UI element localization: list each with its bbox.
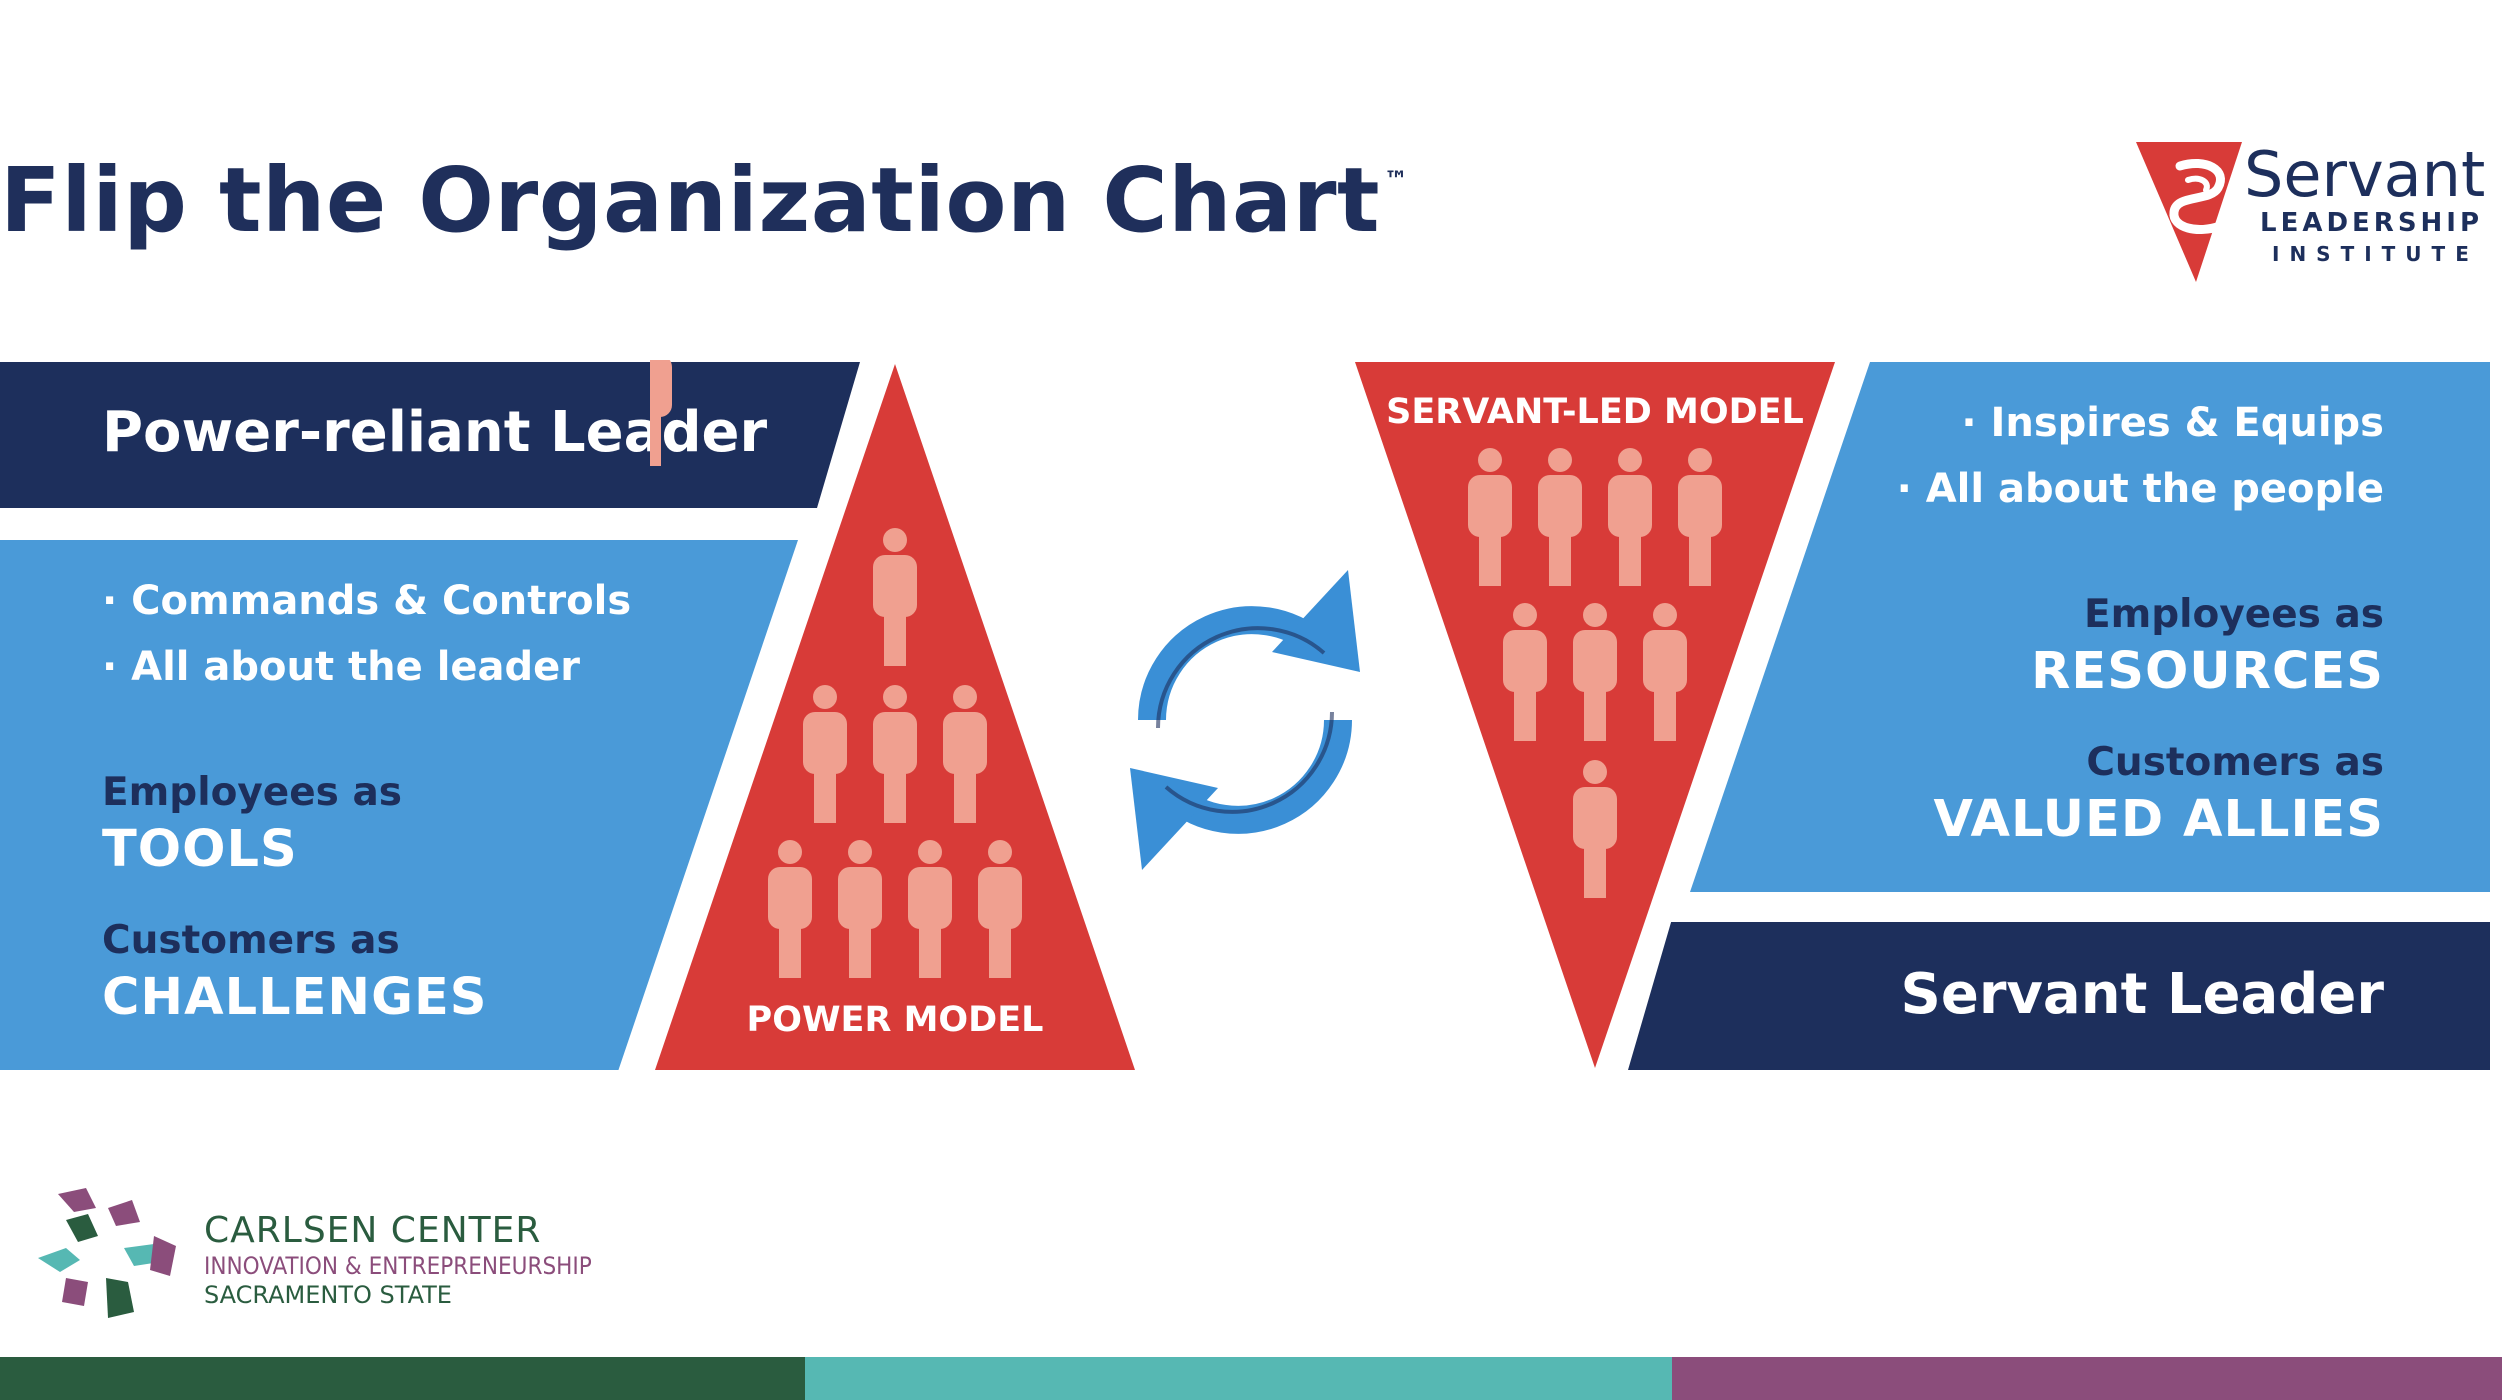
logo-name: Servant xyxy=(2244,138,2486,211)
left-employees-value: TOOLS xyxy=(102,820,298,879)
servant-leadership-logo: Servant LEADERSHIP INSTITUTE xyxy=(2130,130,2500,282)
left-employees-label: Employees as xyxy=(102,770,403,815)
power-model-people xyxy=(650,360,672,466)
footer-bar-teal xyxy=(805,1357,1672,1400)
right-customers-label: Customers as xyxy=(2086,740,2384,785)
servant-leader-header: Servant Leader xyxy=(1900,962,2385,1027)
logo-line2: LEADERSHIP xyxy=(2260,208,2484,238)
person-icon xyxy=(650,360,672,466)
carlsen-subtitle: INNOVATION & ENTREPRENEURSHIP xyxy=(204,1252,592,1280)
footer-bar-purple xyxy=(1672,1357,2502,1400)
carlsen-school: SACRAMENTO STATE xyxy=(204,1281,452,1309)
power-model-triangle xyxy=(650,360,1135,1070)
footer-bar-green xyxy=(0,1357,805,1400)
right-employees-value: RESOURCES xyxy=(2031,642,2384,701)
servant-model-label: SERVANT-LED MODEL xyxy=(1386,392,1804,432)
carlsen-pinwheel-icon xyxy=(38,1188,176,1318)
right-customers-value: VALUED ALLIES xyxy=(1933,790,2384,849)
logo-line3: INSTITUTE xyxy=(2272,242,2479,266)
right-bullet-2: · All about the people xyxy=(1896,466,2384,512)
page-title-text: Flip the Organization Chart xyxy=(0,148,1381,252)
refresh-cycle-icon xyxy=(1130,570,1360,870)
servant-model-triangle xyxy=(1355,362,1835,1068)
left-bullet-1: · Commands & Controls xyxy=(102,578,632,624)
left-customers-value: CHALLENGES xyxy=(102,968,488,1027)
trademark-mark: ™ xyxy=(1384,166,1409,194)
power-model-label: POWER MODEL xyxy=(746,1000,1044,1040)
right-employees-label: Employees as xyxy=(2083,592,2384,637)
right-bullet-1: · Inspires & Equips xyxy=(1961,400,2384,446)
servant-leader-header-band xyxy=(1628,922,2490,1070)
power-leader-header-band xyxy=(0,362,860,508)
servant-leadership-logo-icon xyxy=(2136,142,2242,282)
carlsen-name: CARLSEN CENTER xyxy=(204,1210,542,1251)
left-bullet-2: · All about the leader xyxy=(102,644,581,690)
page-title: Flip the Organization Chart ™ xyxy=(0,148,1409,252)
left-customers-label: Customers as xyxy=(102,918,400,963)
